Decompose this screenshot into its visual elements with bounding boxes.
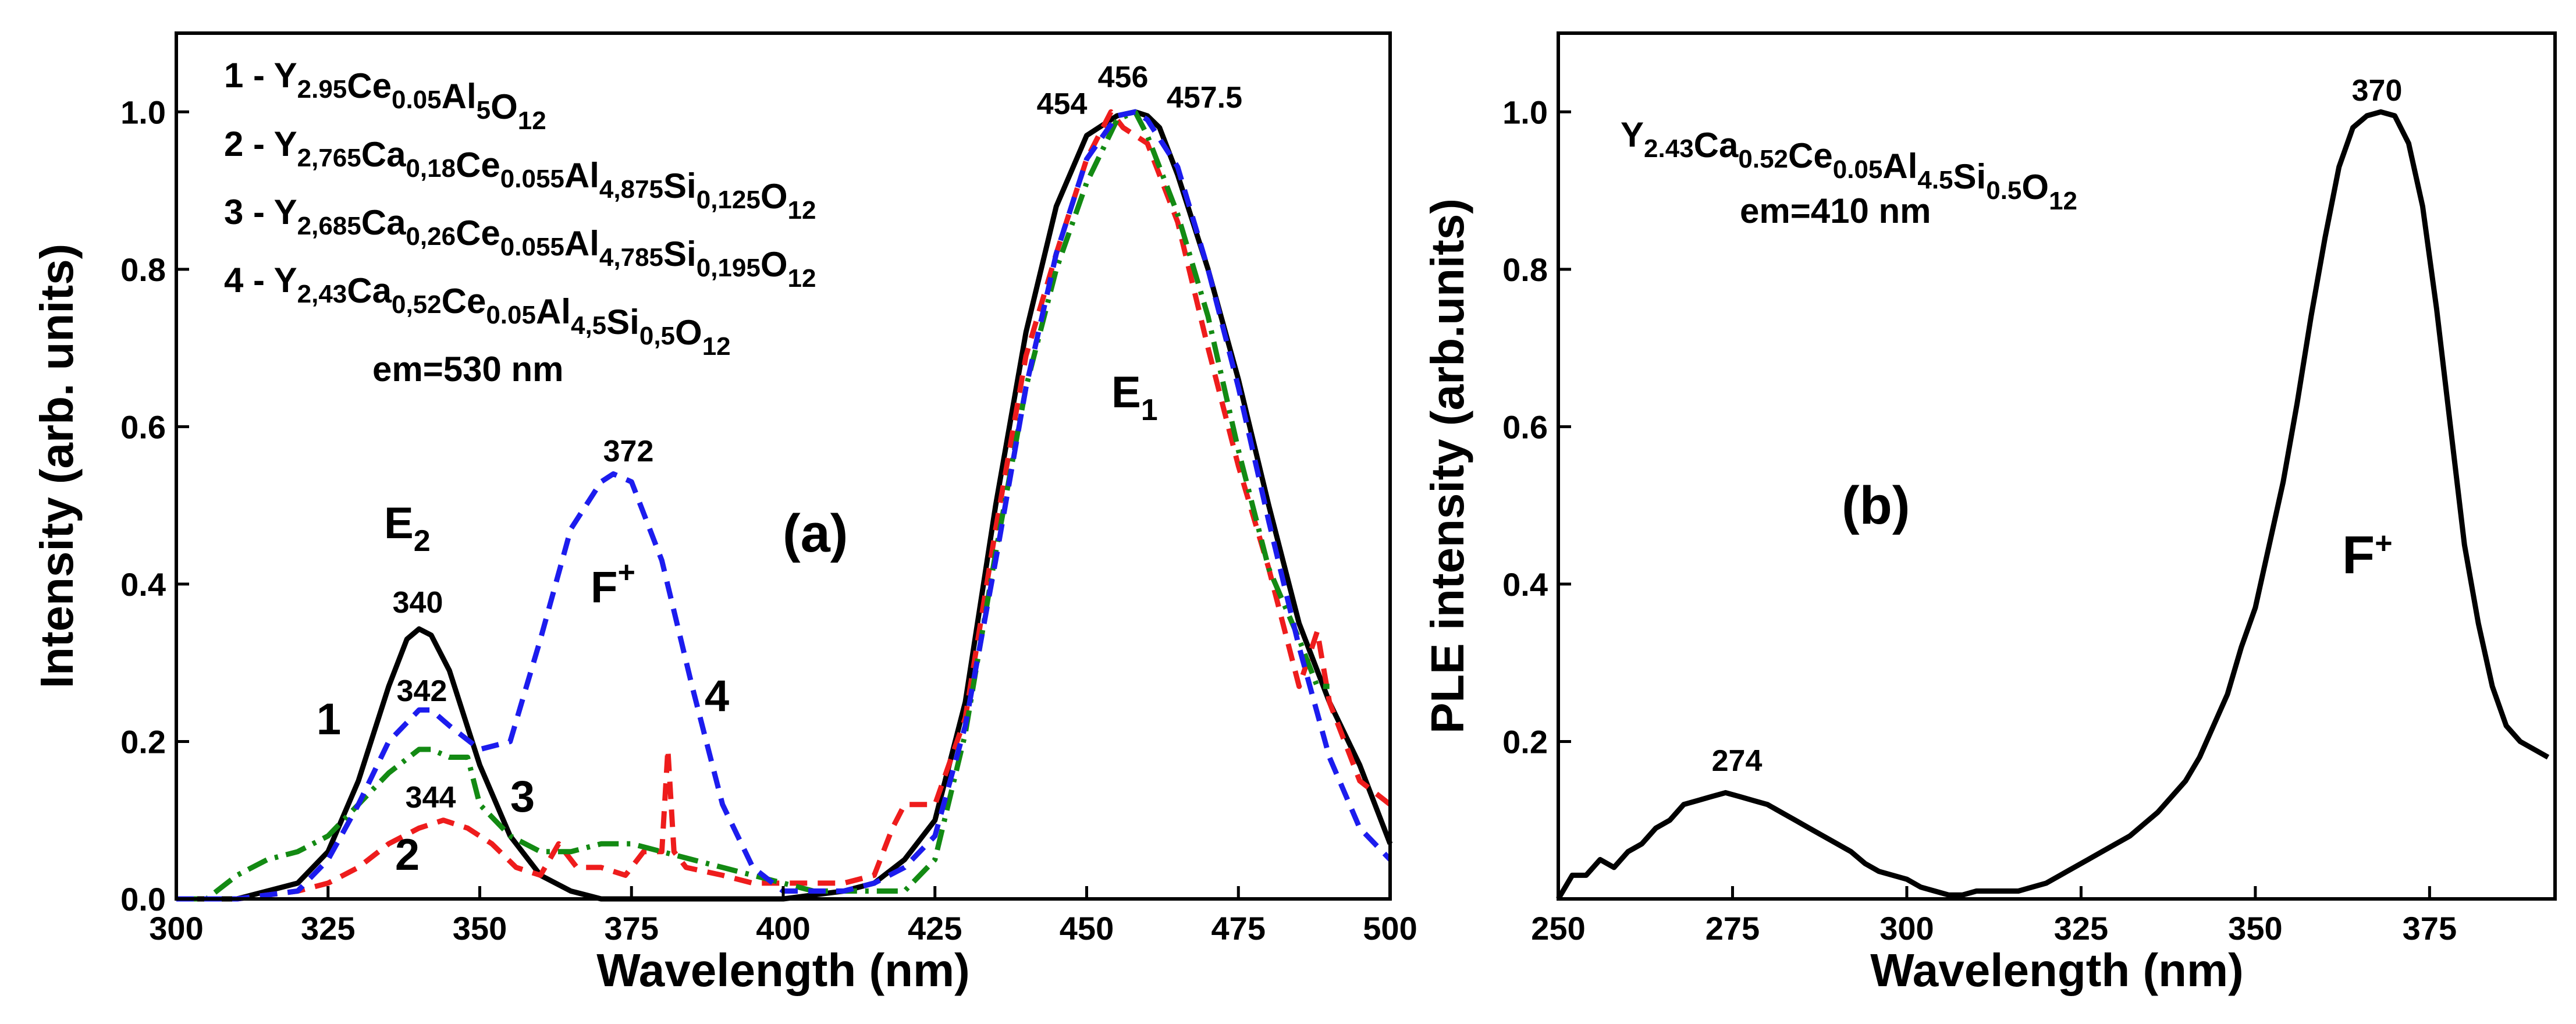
panel-b-y-ticks: 0.2 0.4 0.6 0.8 1.0	[1502, 94, 1571, 760]
panel-a-y-tick-label: 0.6	[120, 408, 166, 445]
panel-b-x-tick-label: 325	[2054, 910, 2108, 947]
panel-a-y-tick-label: 0.2	[120, 723, 166, 760]
panel-a-x-tick-label: 475	[1211, 910, 1266, 947]
panel-b-label: (b)	[1842, 476, 1910, 535]
panel-b-formula-text: Y2.43Ca0.52Ce0.05Al4.5Si0.5O12	[1621, 115, 2077, 215]
peak-label-457-5: 457.5	[1167, 81, 1242, 115]
panel-b-peak-label-370: 370	[2352, 74, 2403, 108]
panel-b-peak-labels: 274 370	[1712, 74, 2403, 778]
panel-a-label: (a)	[783, 504, 848, 563]
panel-b-x-tick-label: 275	[1706, 910, 1760, 947]
panel-b-curves	[1556, 109, 2550, 901]
band-label-f-plus-b: F+	[2342, 525, 2393, 585]
panel-b: 250 275 300 325 350 375 0.2 0.4 0.6 0.8 1.0 Wavel…	[1422, 31, 2557, 996]
panel-a-y-ticks: 0.0 0.2 0.4 0.6 0.8 1.0	[120, 94, 189, 918]
band-label-e2: E2	[384, 499, 431, 558]
curve-number-2: 2	[395, 830, 420, 880]
panel-a-x-tick-label: 425	[908, 910, 962, 947]
panel-a-y-tick-label: 1.0	[120, 94, 166, 130]
panel-b-y-tick-label: 1.0	[1502, 94, 1548, 130]
peak-label-344: 344	[406, 781, 456, 815]
panel-b-x-axis-label: Wavelength (nm)	[1870, 944, 2243, 996]
panel-a-series-2	[176, 109, 1392, 902]
curve-number-4: 4	[705, 671, 729, 721]
panel-b-y-tick-label: 0.6	[1502, 408, 1548, 445]
panel-b-band-label: F+	[2342, 525, 2393, 585]
legend-entry-1: 1 - Y2.95Ce0.05Al5O12	[224, 56, 546, 135]
panel-a-y-tick-label: 0.0	[120, 881, 166, 918]
panel-b-x-ticks: 250 275 300 325 350 375	[1531, 886, 2457, 947]
panel-a-y-axis-label: Intensity (arb. units)	[31, 244, 83, 689]
peak-label-454: 454	[1037, 87, 1088, 121]
panel-b-y-tick-label: 0.2	[1502, 723, 1548, 760]
panel-b-em-label: em=410 nm	[1740, 191, 1931, 230]
panel-a-x-tick-label: 500	[1363, 910, 1417, 947]
band-label-e1: E1	[1111, 368, 1158, 427]
panel-a-x-ticks: 300 325 350 375 400 425 450 475 500	[149, 886, 1417, 947]
panel-b-x-tick-label: 375	[2403, 910, 2457, 947]
peak-label-340: 340	[393, 586, 443, 620]
legend-entry-4: 4 - Y2,43Ca0,52Ce0.05Al4,5Si0,5O12	[224, 261, 731, 361]
peak-label-456: 456	[1098, 61, 1149, 94]
panel-b-y-tick-label: 0.4	[1502, 566, 1548, 603]
panel-a-x-tick-label: 325	[301, 910, 355, 947]
panel-a: 300 325 350 375 400 425 450 475 500 0.0 0.2 0.4 0.6…	[31, 31, 1417, 996]
panel-a-series-3	[176, 109, 1330, 902]
panel-b-series-PLE	[1556, 109, 2550, 901]
legend-entry-3: 3 - Y2,685Ca0,26Ce0.055Al4,785Si0,195O12	[224, 193, 816, 293]
peak-label-342: 342	[397, 674, 447, 708]
panel-b-peak-label-274: 274	[1712, 744, 1763, 778]
panel-b-x-tick-label: 350	[2228, 910, 2282, 947]
curve-number-1: 1	[317, 695, 341, 744]
panel-a-x-tick-label: 375	[605, 910, 659, 947]
panel-a-peak-labels: 340 342 344 372 454 456 457.5	[393, 61, 1242, 815]
panel-b-y-tick-label: 0.8	[1502, 251, 1548, 288]
panel-a-x-tick-label: 400	[756, 910, 810, 947]
panel-b-x-tick-label: 250	[1531, 910, 1585, 947]
band-label-f-plus: F+	[591, 556, 635, 612]
panel-b-y-axis-label: PLE intensity (arb.units)	[1422, 198, 1473, 734]
panel-a-y-tick-label: 0.8	[120, 251, 166, 288]
curve-number-3: 3	[510, 772, 535, 822]
peak-label-372: 372	[603, 435, 654, 468]
panel-a-band-labels: E2 F+ E1	[384, 368, 1158, 612]
panel-a-x-tick-label: 350	[453, 910, 507, 947]
panel-a-em-label: em=530 nm	[372, 350, 564, 389]
panel-a-y-tick-label: 0.4	[120, 566, 166, 603]
panel-a-x-tick-label: 450	[1060, 910, 1114, 947]
panel-a-x-tick-label: 300	[149, 910, 203, 947]
panel-a-curve-numbers: 1 2 3 4	[317, 671, 729, 880]
panel-b-formula: Y2.43Ca0.52Ce0.05Al4.5Si0.5O12	[1621, 115, 2077, 215]
legend-entry-2: 2 - Y2,765Ca0,18Ce0.055Al4,875Si0,125O12	[224, 125, 816, 225]
panel-b-x-tick-label: 300	[1879, 910, 1934, 947]
panel-a-x-axis-label: Wavelength (nm)	[596, 944, 969, 996]
panel-b-frame	[1557, 31, 2557, 901]
